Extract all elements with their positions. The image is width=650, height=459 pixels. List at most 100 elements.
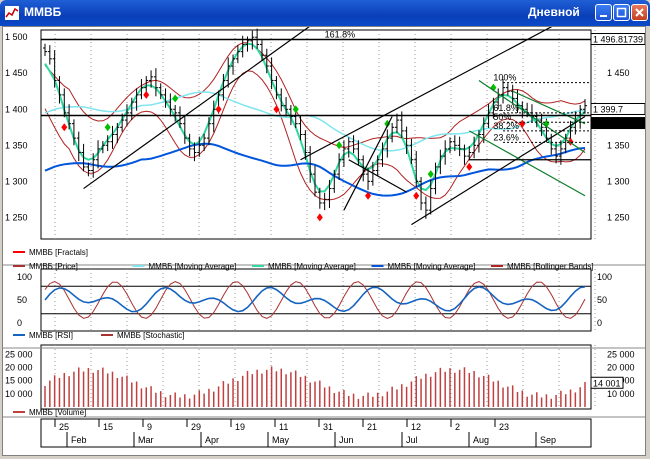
trend-line xyxy=(83,27,310,190)
vol-ytick-right: 20 000 xyxy=(607,362,635,372)
osc-ytick-left: 50 xyxy=(17,295,27,305)
moving-average-cyan xyxy=(44,91,586,152)
price-value-box xyxy=(590,102,645,115)
chart-app-icon xyxy=(5,6,19,20)
x-axis-day-label: 23 xyxy=(499,422,509,432)
trend-line xyxy=(343,116,393,211)
x-axis-month-label: Apr xyxy=(205,435,219,445)
fibo-level-label: 38.2% xyxy=(493,121,519,131)
panel-frame-0 xyxy=(40,29,592,240)
osc-ytick-left: 100 xyxy=(17,272,32,282)
x-axis-month-label: Jul xyxy=(406,435,418,445)
x-axis-day-label: 11 xyxy=(279,422,288,432)
fractal-up xyxy=(172,94,179,103)
fibo-level-label: 61.8% xyxy=(493,103,519,113)
x-axis-day-label: 31 xyxy=(323,422,333,432)
bollinger-upper xyxy=(44,42,586,149)
volume-value-box xyxy=(590,376,624,389)
legend-label: ММВБ [Moving Average] xyxy=(268,262,356,271)
x-axis-frame xyxy=(40,418,592,448)
x-axis-day-label: 2 xyxy=(455,422,460,432)
legend-label: ММВБ [Stochastic] xyxy=(117,331,185,340)
price-value-label: 1 496.81739 xyxy=(593,35,643,45)
legend-label: ММВБ [Fractals] xyxy=(29,248,88,257)
x-axis-month-label: Mar xyxy=(138,435,154,445)
legend-label: ММВБ [Price] xyxy=(29,262,78,271)
maximize-button[interactable] xyxy=(613,4,630,21)
price-ytick-left: 1 300 xyxy=(5,176,28,186)
maximize-icon xyxy=(616,7,627,18)
moving-average-blue xyxy=(44,142,586,197)
fractal-down xyxy=(143,90,150,99)
x-axis-day-label: 12 xyxy=(411,422,421,432)
trend-line xyxy=(300,27,553,161)
x-axis-month-label: Feb xyxy=(71,435,87,445)
x-axis-day-label: 19 xyxy=(235,422,245,432)
x-axis-month-label: Sep xyxy=(540,435,556,445)
volume-value-label: 14 001 xyxy=(593,378,621,388)
vol-ytick-right: 10 000 xyxy=(607,389,635,399)
x-axis-day-label: 29 xyxy=(191,422,201,432)
price-ytick-right: 1 350 xyxy=(607,140,630,150)
trend-line xyxy=(348,159,407,193)
fibo-level-label: 50% xyxy=(493,112,511,122)
channel-line xyxy=(512,90,586,125)
fractal-down xyxy=(215,105,222,114)
price-value-box xyxy=(590,33,645,46)
price-ytick-left: 1 500 xyxy=(5,32,28,42)
panel-frame-1 xyxy=(40,268,592,332)
stochastic-line xyxy=(44,281,586,319)
legend-label: ММВБ [Bollinger Bands] xyxy=(507,262,594,271)
fractal-down xyxy=(519,119,526,128)
legend-label: ММВБ [Moving Average] xyxy=(149,262,237,271)
osc-ytick-right: 100 xyxy=(597,272,612,282)
vol-ytick-left: 25 000 xyxy=(5,349,33,359)
legend-label: ММВБ [Moving Average] xyxy=(388,262,476,271)
price-value-box xyxy=(590,117,645,130)
close-icon xyxy=(635,8,644,17)
x-axis-day-label: 21 xyxy=(367,422,377,432)
fractal-down xyxy=(61,123,68,132)
x-axis-day-label: 25 xyxy=(59,422,69,432)
fractal-down xyxy=(365,191,372,200)
osc-ytick-right: 0 xyxy=(597,318,602,328)
price-ytick-left: 1 450 xyxy=(5,68,28,78)
vol-ytick-left: 10 000 xyxy=(5,389,33,399)
vol-ytick-right: 25 000 xyxy=(607,349,635,359)
price-value-label: 1 391.29851 xyxy=(593,119,643,129)
price-ytick-right: 1 250 xyxy=(607,212,630,222)
fractal-up xyxy=(427,170,434,179)
osc-ytick-left: 0 xyxy=(17,318,22,328)
timeframe-label[interactable]: Дневной xyxy=(528,5,580,19)
close-button[interactable] xyxy=(631,4,648,21)
fractal-down xyxy=(316,213,323,222)
channel-line xyxy=(478,79,586,154)
title-bar[interactable]: ММВБ Дневной xyxy=(0,0,650,26)
fibo-level-label: 100% xyxy=(493,73,516,83)
minimize-button[interactable] xyxy=(595,4,612,21)
fractal-up xyxy=(104,123,111,132)
price-ytick-right: 1 300 xyxy=(607,176,630,186)
fibo-level-label: 23.6% xyxy=(493,132,519,142)
channel-line xyxy=(468,130,586,197)
osc-ytick-right: 50 xyxy=(597,295,607,305)
price-ytick-left: 1 350 xyxy=(5,140,28,150)
fibo-level-label: 161.8% xyxy=(325,30,356,40)
x-axis-day-label: 15 xyxy=(103,422,113,432)
price-value-label: 1 399.7 xyxy=(593,104,623,114)
x-axis-month-label: Jun xyxy=(339,435,354,445)
legend-label: ММВБ [Volume] xyxy=(29,408,86,417)
vol-ytick-left: 15 000 xyxy=(5,376,33,386)
fractal-up xyxy=(336,141,343,150)
fractal-up xyxy=(292,105,299,114)
rsi-line xyxy=(44,286,586,313)
minimize-icon xyxy=(600,15,607,17)
window-title: ММВБ xyxy=(24,5,62,19)
legend-label: ММВБ [RSI] xyxy=(29,331,73,340)
x-axis-day-label: 9 xyxy=(147,422,152,432)
price-ytick-left: 1 250 xyxy=(5,212,28,222)
price-ytick-right: 1 450 xyxy=(607,68,630,78)
